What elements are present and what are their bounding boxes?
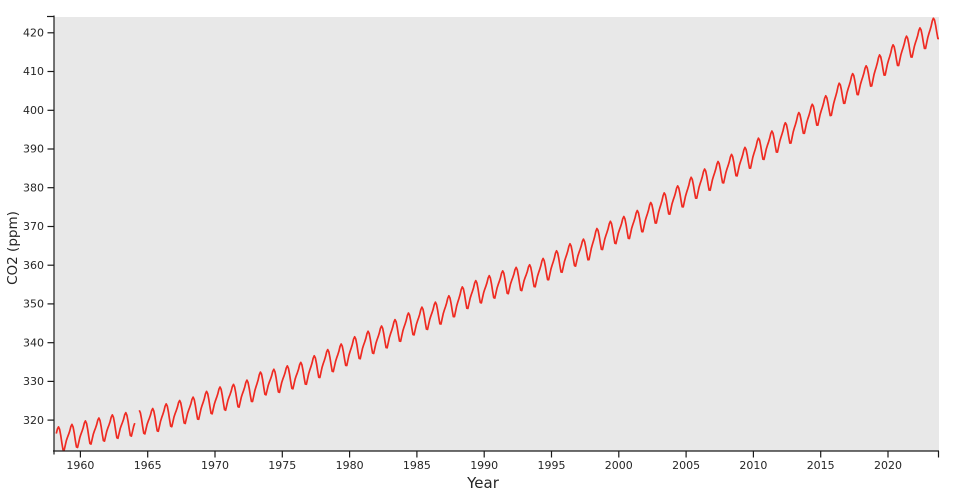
y-axis-tick-labels: 320 330 340 350 360 370 380 390 400 410 420 <box>23 27 44 427</box>
y-tick-label: 320 <box>23 414 44 427</box>
y-tick-label: 330 <box>23 375 44 388</box>
x-tick-label: 1980 <box>336 459 364 472</box>
x-tick-label: 1995 <box>538 459 566 472</box>
x-tick-label: 2005 <box>672 459 700 472</box>
x-tick-label: 1960 <box>66 459 94 472</box>
x-tick-label: 2000 <box>605 459 633 472</box>
y-axis-title: CO2 (ppm) <box>5 211 21 285</box>
x-tick-label: 1970 <box>201 459 229 472</box>
x-tick-label: 2020 <box>874 459 902 472</box>
y-tick-label: 390 <box>23 143 44 156</box>
y-tick-label: 420 <box>23 27 44 40</box>
x-tick-label: 1975 <box>268 459 296 472</box>
x-axis-title: Year <box>466 474 500 492</box>
y-tick-label: 400 <box>23 104 44 117</box>
y-tick-label: 410 <box>23 65 44 78</box>
co2-line-series <box>55 17 940 452</box>
y-axis-ticks <box>47 32 54 421</box>
y-tick-label: 380 <box>23 181 44 194</box>
y-tick-label: 370 <box>23 220 44 233</box>
x-axis-ticks <box>79 451 889 458</box>
y-tick-label: 340 <box>23 336 44 349</box>
x-tick-label: 2010 <box>739 459 767 472</box>
x-tick-label: 1990 <box>470 459 498 472</box>
x-tick-label: 1965 <box>134 459 162 472</box>
plot-area <box>54 17 939 451</box>
x-axis-tick-labels: 1960 1965 1970 1975 1980 1985 1990 1995 2000 2005… <box>66 459 902 472</box>
y-tick-label: 350 <box>23 298 44 311</box>
x-tick-label: 2015 <box>807 459 835 472</box>
y-tick-label: 360 <box>23 259 44 272</box>
x-tick-label: 1985 <box>403 459 431 472</box>
